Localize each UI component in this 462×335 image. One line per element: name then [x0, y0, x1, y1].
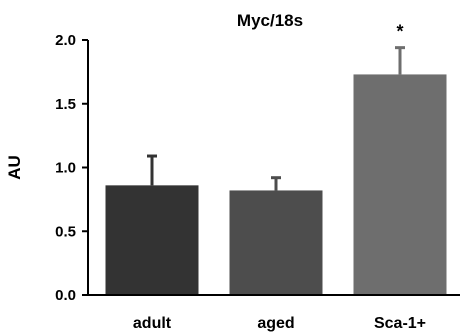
y-tick-label: 1.5 [55, 96, 76, 113]
bar-aged [229, 190, 323, 295]
y-axis-label: AU [5, 155, 24, 180]
bars-group [105, 74, 447, 295]
category-label: adult [133, 315, 172, 332]
y-ticks-group: 0.0 0.5 1.0 1.5 2.0 [55, 32, 88, 304]
significance-marker: * [396, 22, 403, 42]
bar-sca-1 [353, 74, 447, 295]
error-bars-group: * [147, 22, 405, 191]
category-label: Sca-1+ [374, 315, 426, 332]
y-tick-label: 2.0 [55, 32, 76, 49]
y-tick-label: 0.5 [55, 223, 76, 240]
category-labels-group: adult aged Sca-1+ [133, 315, 426, 332]
category-label: aged [257, 315, 294, 332]
y-tick-label: 1.0 [55, 160, 76, 177]
chart-title: Myc/18s [237, 11, 303, 30]
y-tick-label: 0.0 [55, 287, 76, 304]
bar-adult [105, 185, 199, 295]
